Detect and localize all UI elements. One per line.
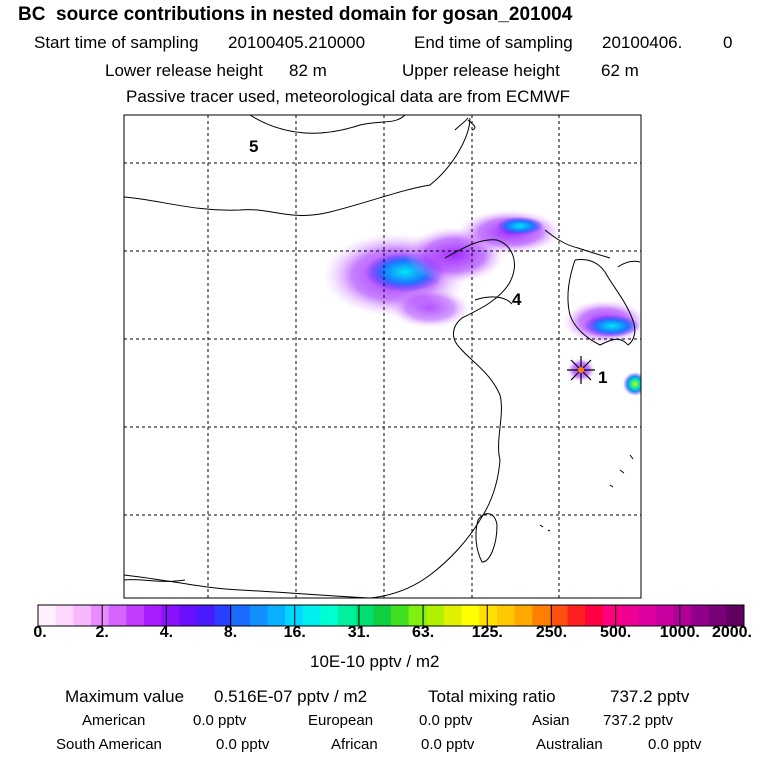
- site-label-5: 5: [249, 137, 258, 156]
- colorbar-cell: [585, 605, 604, 626]
- plume-korea-core: [584, 315, 640, 337]
- colorbar-cell: [602, 605, 621, 626]
- colorbar-tick-label: 8.: [223, 624, 238, 641]
- contribution-name: African: [331, 736, 378, 753]
- contribution-value: 0.0 pptv: [419, 712, 473, 729]
- colorbar-cell: [691, 605, 710, 626]
- contribution-value: 737.2 pptv: [603, 712, 674, 729]
- contribution-value: 0.0 pptv: [648, 736, 702, 753]
- plume-north-core: [496, 217, 544, 235]
- colorbar-cell: [338, 605, 357, 626]
- contribution-value: 0.0 pptv: [421, 736, 475, 753]
- site-label-1: 1: [598, 368, 607, 387]
- upper-height-value: 62 m: [601, 61, 639, 80]
- colorbar-cell: [620, 605, 639, 626]
- colorbar: [37, 604, 745, 627]
- colorbar-cell: [179, 605, 198, 626]
- colorbar-tick-label: 16.: [283, 624, 306, 641]
- colorbar-cell: [161, 605, 180, 626]
- colorbar-cell: [73, 605, 92, 626]
- colorbar-cell: [496, 605, 516, 626]
- colorbar-tick-label: 250.: [535, 624, 568, 641]
- colorbar-cell: [302, 605, 321, 626]
- chart-title: BC source contributions in nested domain…: [18, 4, 573, 25]
- colorbar-tick-label: 125.: [471, 624, 503, 641]
- colorbar-cell: [708, 605, 727, 626]
- plume-east-spot: [623, 372, 641, 396]
- total-mixing-label: Total mixing ratio: [428, 687, 556, 706]
- colorbar-cell: [320, 605, 339, 626]
- colorbar-cell: [38, 605, 57, 626]
- colorbar-unit-label: 10E-10 pptv / m2: [310, 652, 440, 671]
- lower-height-label: Lower release height: [105, 61, 263, 80]
- contribution-value: 0.0 pptv: [216, 736, 270, 753]
- site-label-4: 4: [512, 290, 522, 309]
- colorbar-tick-label: 31.: [347, 624, 371, 641]
- graticule: [124, 115, 641, 598]
- colorbar-frame: [37, 604, 745, 627]
- max-value-label: Maximum value: [65, 687, 185, 706]
- contribution-name: Australian: [536, 736, 603, 753]
- start-time-value: 20100405.210000: [228, 33, 366, 52]
- contribution-name: Asian: [532, 712, 570, 729]
- colorbar-cell: [126, 605, 145, 626]
- colorbar-cell: [267, 605, 286, 626]
- colorbar-cell: [426, 605, 445, 626]
- coastlines: [124, 115, 641, 598]
- colorbar-tick-label: 2.: [95, 624, 109, 641]
- contribution-name: European: [308, 712, 374, 729]
- colorbar-cell: [673, 605, 692, 626]
- colorbar-cell: [108, 605, 127, 626]
- colorbar-cell: [90, 605, 110, 626]
- data-note: Passive tracer used, meteorological data…: [126, 87, 571, 106]
- colorbar-cell: [196, 605, 215, 626]
- receptor-star-icon: [567, 356, 595, 384]
- colorbar-cell: [443, 605, 463, 626]
- colorbar-cell: [726, 605, 745, 626]
- colorbar-tick-label: 500.: [600, 624, 632, 641]
- max-value: 0.516E-07 pptv / m2: [214, 687, 368, 706]
- plume-south-tail: [390, 288, 470, 328]
- end-time-label: End time of sampling: [414, 33, 573, 52]
- lower-height-value: 82 m: [289, 61, 327, 80]
- contribution-name: South American: [56, 736, 162, 753]
- contribution-name: American: [82, 712, 146, 729]
- total-mixing-value: 737.2 pptv: [610, 687, 690, 706]
- end-time-extra: 0: [723, 33, 733, 52]
- colorbar-cell: [232, 605, 251, 626]
- colorbar-cell: [532, 605, 551, 626]
- colorbar-cell: [55, 605, 74, 626]
- colorbar-tick-label: 1000.: [659, 624, 700, 641]
- map-frame: [123, 114, 642, 599]
- colorbar-cell: [479, 605, 498, 626]
- colorbar-cell: [373, 605, 392, 626]
- colorbar-tick-label: 63.: [411, 624, 435, 641]
- colorbar-tick-label: 0.: [33, 624, 47, 641]
- colorbar-cell: [391, 605, 410, 626]
- colorbar-cell: [461, 605, 480, 626]
- colorbar-cell: [567, 605, 586, 626]
- colorbar-cell: [549, 605, 568, 626]
- colorbar-cell: [214, 605, 233, 626]
- colorbar-tick-label: 2000.: [711, 624, 753, 641]
- colorbar-tick-label: 4.: [159, 624, 174, 641]
- end-time-value: 20100406.: [602, 33, 683, 52]
- upper-height-label: Upper release height: [402, 61, 560, 80]
- colorbar-cell: [514, 605, 533, 626]
- colorbar-cell: [355, 605, 374, 626]
- colorbar-cell: [655, 605, 674, 626]
- colorbar-cell: [285, 605, 304, 626]
- colorbar-cell: [638, 605, 657, 626]
- colorbar-cell: [249, 605, 268, 626]
- colorbar-cell: [408, 605, 427, 626]
- colorbar-cell: [143, 605, 163, 626]
- start-time-label: Start time of sampling: [34, 33, 199, 52]
- contribution-value: 0.0 pptv: [193, 712, 247, 729]
